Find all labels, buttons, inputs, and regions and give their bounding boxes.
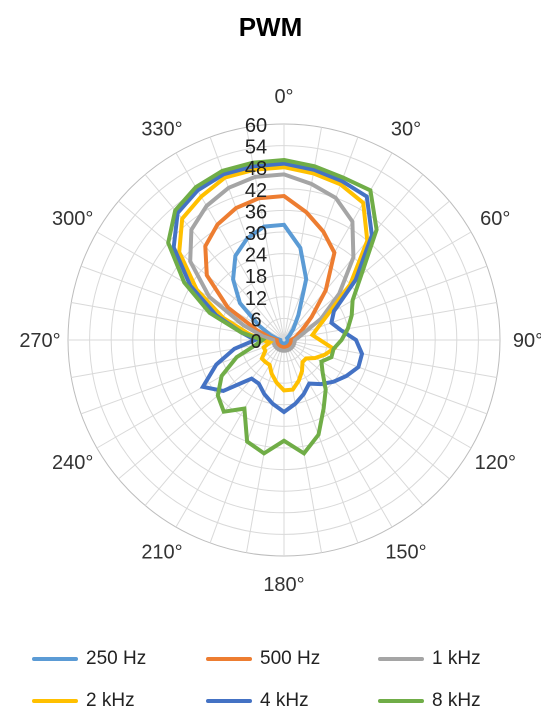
legend-item: 500 Hz [206, 648, 320, 670]
radial-tick-label: 30 [245, 223, 267, 245]
grid-spoke [144, 339, 285, 506]
grid-spoke [118, 200, 285, 341]
legend-swatch [378, 657, 424, 661]
legend-item: 8 kHz [378, 690, 481, 712]
angle-tick-label: 60° [480, 208, 510, 230]
chart-title: PWM [238, 12, 303, 42]
legend-swatch [206, 657, 252, 661]
grid-spoke [175, 339, 285, 528]
axis-labels: 0° 30° 60° 90° 120° 150° 180° 210° 240° 270° 300° 3… [19, 86, 541, 596]
angle-tick-label: 300° [52, 208, 93, 230]
grid-spoke [175, 152, 285, 341]
series-line-4 [171, 161, 374, 415]
angle-tick-label: 120° [475, 452, 516, 474]
angle-tick-label: 90° [513, 330, 541, 352]
grid-spoke [118, 339, 285, 480]
grid-spoke [283, 339, 424, 506]
series-line-0 [231, 222, 309, 346]
radial-tick-label: 48 [245, 158, 267, 180]
legend-swatch [32, 699, 78, 703]
legend-item: 2 kHz [32, 690, 135, 712]
series-layer [166, 157, 379, 457]
series-line-3 [177, 165, 370, 393]
grid-spoke [144, 174, 285, 341]
grid-spoke [245, 339, 285, 553]
grid-spoke [283, 339, 450, 480]
grid-spoke [283, 127, 323, 341]
radial-tick-label: 18 [245, 266, 267, 288]
radial-tick-label: 0 [250, 331, 261, 353]
grid-spoke [283, 301, 497, 341]
polar-chart: 0° 30° 60° 90° 120° 150° 180° 210° 240° 270° 300° 3… [19, 86, 541, 596]
angle-tick-label: 330° [141, 119, 182, 141]
radial-tick-label: 24 [245, 245, 267, 267]
angle-tick-label: 30° [391, 119, 421, 141]
legend-label: 1 kHz [432, 648, 481, 669]
legend-label: 500 Hz [260, 648, 321, 669]
angle-tick-label: 150° [385, 541, 426, 563]
angle-tick-label: 210° [141, 541, 182, 563]
angle-tick-label: 180° [263, 574, 304, 596]
angle-tick-label: 240° [52, 452, 93, 474]
radial-tick-label: 36 [245, 201, 267, 223]
legend-swatch [32, 657, 78, 661]
legend-label: 8 kHz [432, 690, 481, 711]
series-line-2 [188, 172, 356, 353]
angle-tick-label: 0° [274, 86, 293, 108]
legend-item: 250 Hz [32, 648, 146, 670]
legend: 250 Hz 500 Hz 1 kHz 2 kHz 4 kHz 8 kHz [0, 644, 541, 721]
grid-spoke [283, 339, 497, 379]
legend-label: 250 Hz [86, 648, 147, 669]
series-line-1 [203, 193, 337, 350]
legend-label: 4 kHz [260, 690, 309, 711]
legend-swatch [206, 699, 252, 703]
radial-tick-label: 60 [245, 115, 267, 137]
legend-item: 1 kHz [378, 648, 481, 670]
legend-swatch [378, 699, 424, 703]
grid-spoke [96, 339, 285, 449]
radial-tick-label: 6 [250, 309, 261, 331]
grid-spoke [283, 339, 359, 544]
polar-grid [67, 123, 501, 557]
grid-spoke [283, 339, 488, 415]
grid-spoke [80, 339, 285, 415]
angle-tick-label: 270° [19, 330, 60, 352]
legend-item: 4 kHz [206, 690, 309, 712]
radial-tick-label: 54 [245, 137, 267, 159]
legend-label: 2 kHz [86, 690, 135, 711]
grid-spoke [283, 339, 323, 553]
series-line-5 [166, 157, 379, 457]
radial-tick-label: 12 [245, 288, 267, 310]
grid-spoke [283, 152, 393, 341]
grid-spoke [283, 136, 359, 341]
grid-spoke [71, 339, 285, 379]
radial-tick-label: 42 [245, 180, 267, 202]
